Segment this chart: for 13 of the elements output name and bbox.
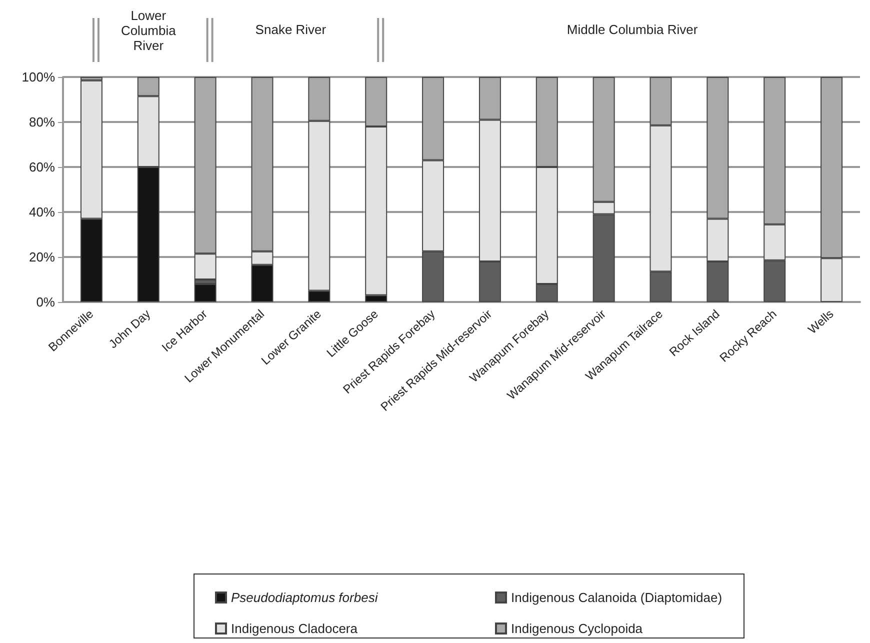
legend-label: Indigenous Calanoida (Diaptomidae): [511, 590, 722, 605]
y-tick-label: 20%: [28, 250, 56, 264]
legend-label: Indigenous Cyclopoida: [511, 621, 644, 636]
y-tick-label: 40%: [28, 204, 56, 220]
y-tick-label: 60%: [28, 160, 56, 174]
y-tick-label: 80%: [28, 114, 56, 130]
text: Lower Columbia River: [120, 8, 177, 53]
text: Middle Columbia River: [566, 22, 698, 37]
legend-label: Pseudodiaptomus forbesi: [231, 590, 379, 605]
y-tick-label: 100%: [22, 70, 56, 84]
y-tick-label: 0%: [36, 294, 56, 310]
legend-label: Indigenous Cladocera: [231, 621, 358, 636]
text: Snake River: [255, 22, 327, 37]
